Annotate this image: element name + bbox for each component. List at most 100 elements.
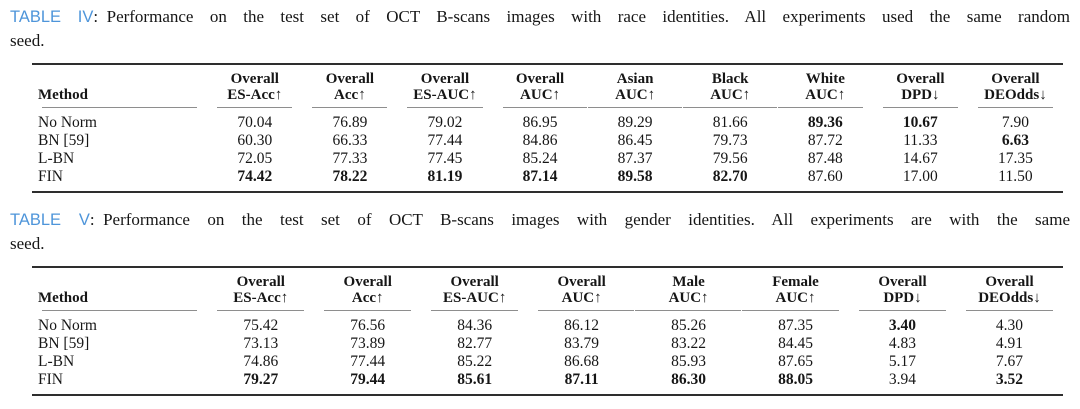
value-cell: 85.26 — [671, 317, 706, 334]
col-header-8: DPD↓ — [901, 87, 940, 103]
col-header-group-6: Black — [711, 71, 749, 87]
value-cell: 77.45 — [427, 150, 463, 167]
table5-caption-line1: TABLE V: Performance on the test set of … — [10, 208, 1070, 232]
value-cell: 78.22 — [332, 168, 368, 185]
col-header-8: DEOdds↓ — [978, 290, 1041, 306]
col-header-group-4: Overall — [557, 274, 606, 290]
value-cell: 85.93 — [671, 353, 706, 370]
method-cell: BN [59] — [38, 132, 90, 149]
table-row: BN [59] 73.13 73.89 82.77 83.79 83.22 84.45 4.8… — [32, 335, 1063, 353]
table-race-identities: Overall Overall Overall Overall Asian Black Wh… — [32, 63, 1063, 193]
col-header-group-7: Overall — [878, 274, 927, 290]
value-cell: 70.04 — [237, 114, 273, 131]
col-header-6: AUC↑ — [710, 87, 751, 103]
value-cell: 84.36 — [457, 317, 493, 334]
method-cell: No Norm — [38, 317, 97, 334]
method-cell: FIN — [38, 168, 63, 185]
col-header-0: Method — [38, 87, 88, 103]
col-header-7: DPD↓ — [883, 290, 922, 306]
value-cell: 79.73 — [712, 132, 748, 149]
value-cell: 73.13 — [243, 335, 279, 352]
value-cell: 7.67 — [995, 353, 1024, 370]
gender-results-table: Overall Overall Overall Overall Male Female Ov… — [32, 266, 1063, 396]
value-cell: 17.00 — [902, 168, 938, 185]
value-cell: 76.56 — [350, 317, 386, 334]
col-header-9: DEOdds↓ — [984, 87, 1047, 103]
value-cell: 89.36 — [807, 114, 843, 131]
col-header-2: Acc↑ — [334, 87, 366, 103]
value-cell: 79.02 — [427, 114, 463, 131]
method-cell: L-BN — [38, 150, 75, 167]
header-rule — [207, 103, 302, 112]
header-rule — [873, 103, 968, 112]
method-cell: No Norm — [38, 114, 97, 131]
table-row: L-BN 72.05 77.33 77.45 85.24 87.37 79.56 87.48 1… — [32, 150, 1063, 168]
header-rule — [956, 306, 1063, 315]
value-cell: 73.89 — [350, 335, 386, 352]
table4-caption-line1: TABLE IV: Performance on the test set of… — [10, 5, 1070, 29]
col-header-1: ES-Acc↑ — [227, 87, 283, 103]
header-rule — [587, 103, 683, 112]
header-rule — [849, 306, 956, 315]
col-header-group-8: Overall — [985, 274, 1034, 290]
header-rule — [32, 306, 207, 315]
value-cell: 4.91 — [995, 335, 1024, 352]
value-cell: 82.77 — [457, 335, 493, 352]
col-header-group-5: Asian — [616, 71, 654, 87]
value-cell: 87.11 — [564, 371, 599, 388]
col-header-group-9: Overall — [991, 71, 1040, 87]
value-cell: 87.35 — [778, 317, 813, 334]
value-cell: 87.65 — [778, 353, 813, 370]
value-cell: 86.30 — [671, 371, 706, 388]
col-header-3: ES-AUC↑ — [413, 87, 477, 103]
col-header-group-2: Overall — [343, 274, 392, 290]
value-cell: 84.86 — [522, 132, 558, 149]
col-header-group-3: Overall — [450, 274, 499, 290]
method-cell: FIN — [38, 371, 63, 388]
col-header-2: Acc↑ — [351, 290, 384, 306]
method-cell: BN [59] — [38, 335, 90, 352]
col-header-group-3: Overall — [420, 71, 470, 87]
value-cell: 11.33 — [903, 132, 938, 149]
table-row: No Norm 75.42 76.56 84.36 86.12 85.26 87.35 3.4… — [32, 315, 1063, 335]
paper-page: TABLE IV: Performance on the test set of… — [10, 5, 1070, 396]
value-cell: 89.58 — [617, 168, 653, 185]
value-cell: 87.72 — [807, 132, 843, 149]
col-header-group-0 — [32, 267, 207, 290]
table-row: BN [59] 60.30 66.33 77.44 84.86 86.45 79.73 87.… — [32, 132, 1063, 150]
header-rule — [397, 103, 492, 112]
col-header-group-1: Overall — [230, 71, 279, 87]
value-cell: 85.22 — [457, 353, 493, 370]
table4-caption-text: Performance on the test set of OCT B-sca… — [106, 7, 1070, 26]
table4-caption-line2: seed. — [10, 31, 45, 50]
col-header-7: AUC↑ — [805, 87, 846, 103]
table-row: FIN 79.27 79.44 85.61 87.11 86.30 88.05 3.94 3.5… — [32, 371, 1063, 395]
value-cell: 3.94 — [888, 371, 917, 388]
header-rule — [207, 306, 314, 315]
value-cell: 72.05 — [237, 150, 273, 167]
value-cell: 89.29 — [617, 114, 653, 131]
col-header-group-1: Overall — [236, 274, 285, 290]
value-cell: 5.17 — [888, 353, 917, 370]
col-header-3: ES-AUC↑ — [442, 290, 507, 306]
col-header-6: AUC↑ — [775, 290, 816, 306]
header-rule — [302, 103, 397, 112]
col-header-group-5: Male — [672, 274, 705, 290]
value-cell: 86.68 — [564, 353, 600, 370]
header-rule — [777, 103, 873, 112]
col-header-group-2: Overall — [325, 71, 375, 87]
table4-caption: TABLE IV: Performance on the test set of… — [10, 5, 1070, 52]
value-cell: 88.05 — [778, 371, 813, 388]
value-cell: 86.95 — [522, 114, 558, 131]
value-cell: 79.56 — [712, 150, 748, 167]
value-cell: 87.48 — [807, 150, 843, 167]
col-header-4: AUC↑ — [520, 87, 561, 103]
value-cell: 60.30 — [237, 132, 273, 149]
value-cell: 77.44 — [350, 353, 386, 370]
value-cell: 85.24 — [522, 150, 558, 167]
col-header-group-8: Overall — [896, 71, 945, 87]
col-header-group-4: Overall — [515, 71, 565, 87]
col-header-1: ES-Acc↑ — [233, 290, 289, 306]
value-cell: 17.35 — [998, 150, 1033, 167]
table5-caption: TABLE V: Performance on the test set of … — [10, 208, 1070, 255]
